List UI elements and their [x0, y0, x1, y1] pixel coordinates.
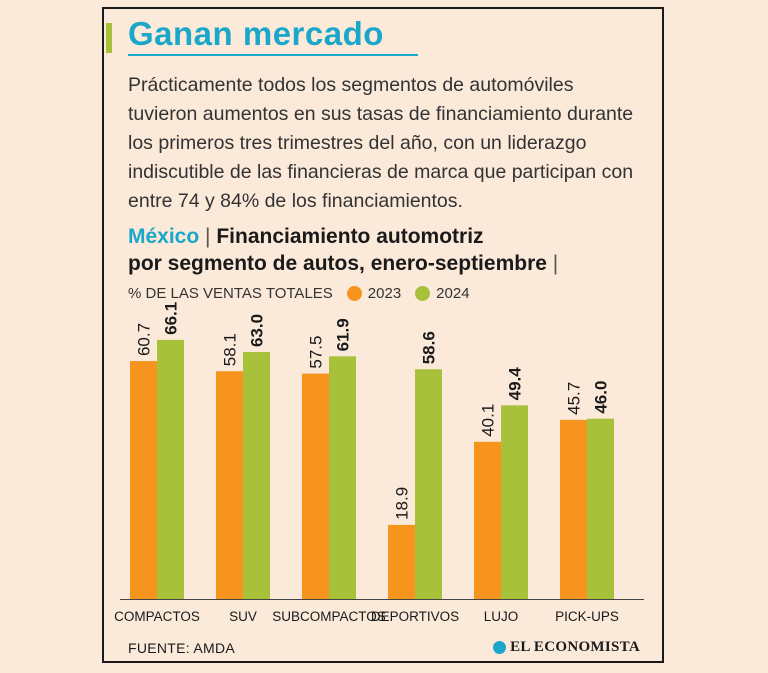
category-label-pick-ups: PICK-UPS: [555, 609, 619, 624]
category-label-compactos: COMPACTOS: [114, 609, 200, 624]
infographic-card: Ganan mercado Prácticamente todos los se…: [102, 7, 664, 663]
category-label-deportivos: DEPORTIVOS: [371, 609, 459, 624]
title-separator: |: [205, 225, 211, 248]
bar-2023-subcompactos: [302, 373, 329, 599]
bar-2023-suv: [216, 371, 243, 599]
value-label-2023-compactos: 60.7: [135, 323, 154, 356]
value-label-2023-subcompactos: 57.5: [307, 336, 326, 369]
publisher-logo: EL ECONOMISTA: [493, 639, 640, 656]
bar-2023-lujo: [474, 441, 501, 599]
bar-chart: 60.7 66.1 COMPACTOS 58.1 63.0 SUV 57.5 61.9 SUBC…: [114, 302, 644, 624]
logo-mark-icon: [493, 641, 507, 654]
legend-label-2024: 2024: [436, 285, 470, 302]
bar-2023-compactos: [130, 361, 157, 599]
category-label-suv: SUV: [229, 609, 257, 624]
legend-label-2023: 2023: [367, 285, 402, 302]
bar-2023-pick-ups: [560, 419, 587, 599]
value-label-2024-compactos: 66.1: [162, 302, 181, 335]
bar-2024-suv: [243, 352, 270, 599]
y-axis-label: % DE LAS VENTAS TOTALES: [128, 285, 333, 302]
value-label-2024-deportivos: 58.6: [420, 331, 439, 364]
bar-2024-subcompactos: [329, 356, 356, 599]
legend: % DE LAS VENTAS TOTALES 2023 2024: [128, 285, 470, 302]
chart-title-line2: por segmento de autos, enero-septiembre: [128, 252, 547, 275]
legend-swatch-2023: [346, 286, 362, 301]
source-note: FUENTE: AMDA: [128, 640, 236, 656]
title-separator-end: |: [552, 252, 559, 275]
chart-title-line1: Financiamiento automotriz: [216, 225, 484, 248]
headline: Ganan mercado: [128, 15, 384, 52]
intro-text: Prácticamente todos los segmentos de aut…: [128, 74, 634, 212]
chart-title-country: México: [128, 225, 200, 248]
bar-2024-compactos: [157, 339, 184, 599]
value-label-2024-pick-ups: 46.0: [592, 381, 611, 414]
value-label-2023-deportivos: 18.9: [393, 487, 412, 520]
chart-title: México | Financiamiento automotriz por s…: [128, 223, 658, 277]
bar-2023-deportivos: [388, 524, 415, 599]
value-label-2024-subcompactos: 61.9: [334, 318, 353, 351]
value-label-2024-lujo: 49.4: [506, 367, 525, 401]
value-label-2024-suv: 63.0: [248, 314, 267, 347]
value-label-2023-pick-ups: 45.7: [565, 382, 584, 415]
value-label-2023-suv: 58.1: [221, 333, 240, 366]
value-label-2023-lujo: 40.1: [479, 404, 498, 437]
legend-swatch-2024: [415, 286, 431, 301]
category-label-subcompactos: SUBCOMPACTOS: [272, 609, 386, 624]
accent-bar: [106, 23, 112, 53]
headline-underline: [128, 54, 418, 56]
bar-2024-pick-ups: [587, 418, 614, 599]
bar-2024-deportivos: [415, 369, 442, 599]
bar-2024-lujo: [501, 405, 528, 599]
category-label-lujo: LUJO: [484, 609, 519, 624]
logo-text: EL ECONOMISTA: [510, 639, 640, 655]
